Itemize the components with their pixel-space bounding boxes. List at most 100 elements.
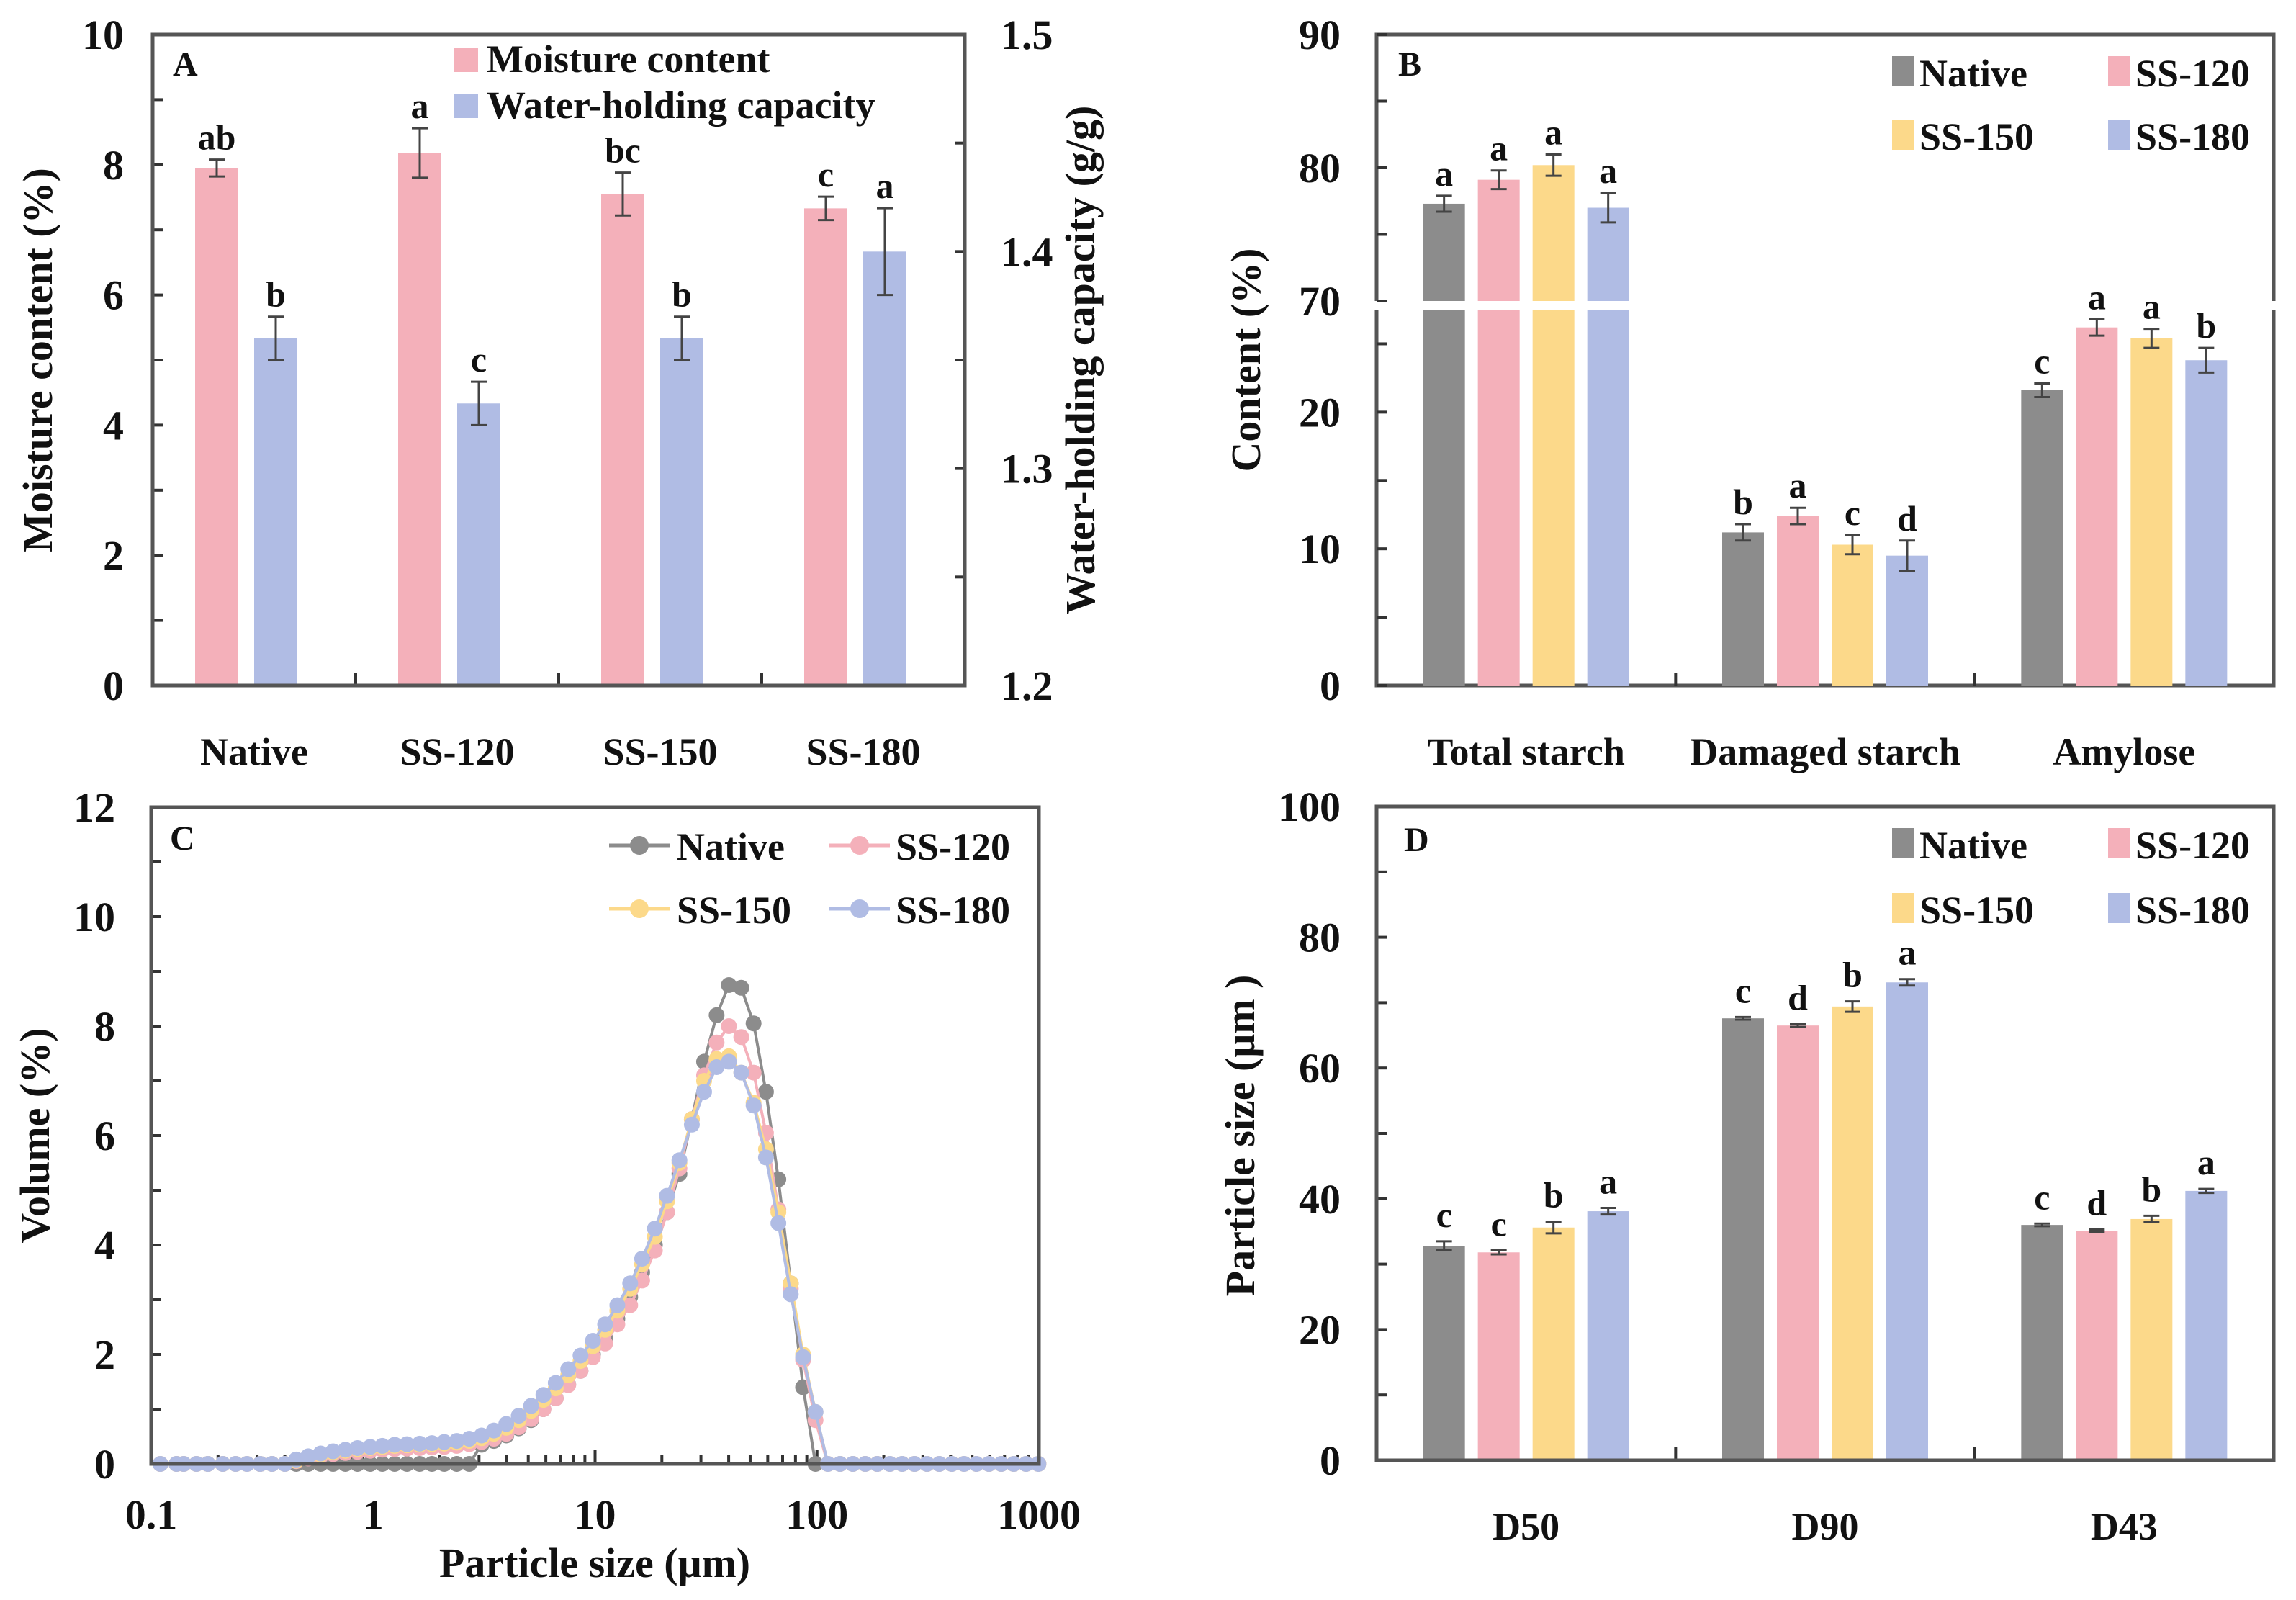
panel-b-xtick-label: Damaged starch	[1690, 730, 1960, 773]
point-ss-180	[560, 1361, 577, 1377]
point-ss-180	[634, 1251, 650, 1267]
legend-swatch-ss180	[2108, 893, 2130, 923]
legend-label-ss150: SS-150	[1919, 889, 2034, 932]
bar-ss-120-damaged-starch	[1777, 516, 1819, 686]
panel-a-ytick-label: 10	[82, 12, 124, 58]
point-ss-180	[325, 1443, 341, 1460]
significance-letter: c	[818, 154, 834, 194]
point-ss-180	[411, 1435, 428, 1452]
panel-d-ytick-label: 20	[1299, 1306, 1341, 1353]
legend-swatch-native	[1892, 828, 1914, 858]
significance-letter: a	[1544, 112, 1562, 153]
point-ss-180	[312, 1445, 329, 1462]
panel-a-ytick-label: 4	[103, 402, 124, 449]
panel-d-ytick-label: 60	[1299, 1045, 1341, 1092]
legend-label-ss120: SS-120	[2135, 52, 2250, 95]
point-ss-120	[634, 1272, 650, 1289]
point-ss-120	[597, 1335, 613, 1352]
panel-a-ytick-label: 8	[103, 142, 124, 189]
panel-a-ytick-label: 6	[103, 272, 124, 319]
point-native	[708, 1007, 725, 1023]
point-ss-180	[572, 1347, 589, 1364]
legend-marker-native	[630, 836, 649, 855]
bar-native-d50	[1423, 1246, 1465, 1460]
point-ss-180	[585, 1333, 601, 1349]
bar-ss-150-d50	[1532, 1227, 1575, 1460]
bar-ss-150-damaged-starch	[1832, 544, 1873, 686]
point-ss-120	[622, 1297, 639, 1313]
significance-letter: d	[1788, 977, 1808, 1017]
panel-c-ytick-label: 10	[73, 894, 115, 940]
legend-label-native: Native	[677, 825, 785, 868]
significance-letter: b	[266, 274, 286, 315]
panel-b-ytick-label: 10	[1299, 526, 1341, 572]
point-ss-120	[708, 1034, 725, 1051]
point-ss-180	[770, 1215, 787, 1231]
legend-label-ss180: SS-180	[896, 889, 1010, 932]
bar-ss-180-damaged-starch	[1886, 555, 1928, 686]
panel-b-ytick-label: 0	[1320, 662, 1341, 709]
bar-water-holding-capacity-ss-150	[660, 338, 703, 686]
panel-d-xtick-label: D43	[2091, 1505, 2158, 1548]
bar-ss-180-total-starch-lower	[1587, 310, 1629, 686]
bar-native-damaged-starch	[1722, 532, 1764, 686]
significance-letter: b	[1842, 955, 1863, 995]
point-ss-180	[671, 1152, 688, 1169]
legend-swatch-ss120	[2108, 828, 2130, 858]
legend-swatch-ss180	[2108, 120, 2130, 150]
panel-a-ylabel-right: Water-holding capacity (g/g)	[1057, 106, 1104, 615]
bar-native-amylose	[2021, 390, 2063, 686]
bar-ss-120-total-starch-lower	[1477, 310, 1520, 686]
point-ss-180	[436, 1434, 452, 1450]
significance-letter: d	[1897, 498, 1917, 539]
significance-letter: b	[2141, 1169, 2161, 1209]
bar-ss-150-d43	[2130, 1218, 2173, 1460]
bar-water-holding-capacity-ss-180	[863, 251, 906, 686]
legend-swatch-moisture	[454, 48, 478, 72]
point-ss-180	[807, 1403, 824, 1420]
panel-a-ylabel: Moisture content (%)	[14, 168, 61, 552]
panel-d-ylabel: Particle size (μm )	[1217, 975, 1264, 1297]
panel-a-xtick-label: SS-180	[806, 730, 920, 773]
significance-letter: a	[2088, 277, 2106, 317]
panel-c-ytick-label: 8	[94, 1003, 115, 1050]
panel-c-letter: C	[170, 819, 195, 858]
panel-a-ytick-right-label: 1.5	[1001, 12, 1053, 58]
legend-marker-ss120	[850, 836, 869, 855]
point-ss-180	[349, 1439, 366, 1456]
bar-ss-180-d43	[2185, 1190, 2228, 1460]
panel-d-ytick-label: 100	[1278, 783, 1341, 830]
point-ss-180	[510, 1408, 527, 1424]
bar-moisture-content-native	[195, 168, 238, 686]
panel-a-xtick-label: SS-150	[603, 730, 717, 773]
panel-a-legend: Moisture content Water-holding capacity	[454, 37, 875, 127]
bar-ss-120-amylose	[2076, 327, 2118, 686]
point-ss-180	[597, 1316, 613, 1333]
panel-c-ylabel: Volume (%)	[12, 1028, 58, 1243]
significance-letter: a	[411, 86, 429, 126]
panel-a-frame	[150, 32, 967, 688]
panel-b-frame-lower	[1374, 310, 2276, 688]
point-ss-180	[461, 1431, 477, 1447]
bar-moisture-content-ss-180	[804, 208, 847, 686]
panel-c-xtick-label: 10	[575, 1491, 616, 1538]
legend-swatch-whc	[454, 94, 478, 118]
panel-a-moisture-whc: 02468101.21.31.41.5NativeabbSS-120acSS-1…	[14, 12, 1104, 773]
point-ss-180	[473, 1427, 490, 1444]
panel-b-legend: Native SS-120 SS-150 SS-180	[1892, 52, 2250, 158]
significance-letter: b	[1733, 482, 1753, 522]
panel-a-xtick-label: SS-120	[400, 730, 514, 773]
legend-swatch-ss120	[2108, 56, 2130, 86]
panel-c-legend: Native SS-120 SS-150 SS-180	[609, 825, 1010, 932]
panel-a-ytick-label: 0	[103, 662, 124, 709]
point-ss-180	[300, 1448, 317, 1465]
point-native	[721, 977, 737, 993]
bar-native-d43	[2021, 1225, 2063, 1460]
panel-c-xtick-label: 0.1	[125, 1491, 178, 1538]
bar-ss-150-amylose	[2130, 338, 2173, 686]
significance-letter: c	[1735, 970, 1751, 1010]
point-ss-180	[362, 1439, 379, 1455]
point-native	[757, 1084, 774, 1100]
point-ss-180	[523, 1398, 539, 1414]
